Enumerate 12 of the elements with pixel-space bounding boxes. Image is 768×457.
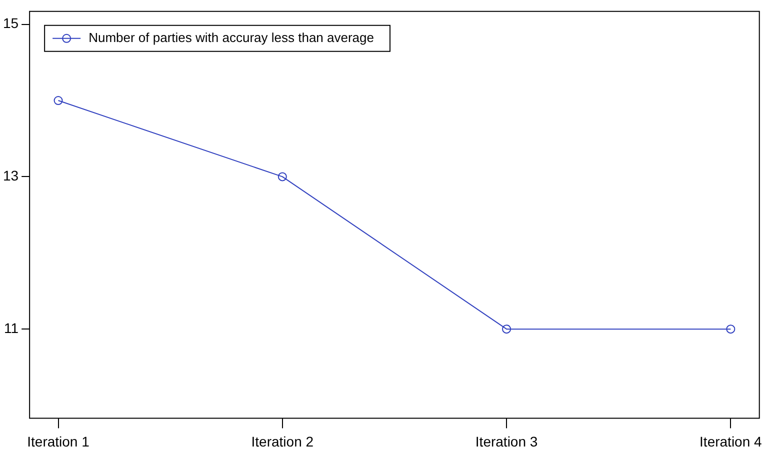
point — [278, 172, 287, 182]
x-tick-label: Iteration 2 — [251, 433, 314, 450]
x-tick-label: Iteration 3 — [475, 433, 538, 450]
point — [502, 324, 512, 334]
point — [726, 324, 736, 334]
legend-label: Number of parties with accuray less than average — [88, 30, 374, 45]
x-tick-label: Iteration 4 — [700, 433, 762, 450]
point — [54, 96, 63, 106]
y-tick-label: 11 — [4, 320, 19, 336]
y-tick-label: 13 — [2, 168, 19, 184]
y-tick-label: 15 — [2, 15, 19, 32]
x-tick-label: Iteration 1 — [27, 433, 90, 450]
